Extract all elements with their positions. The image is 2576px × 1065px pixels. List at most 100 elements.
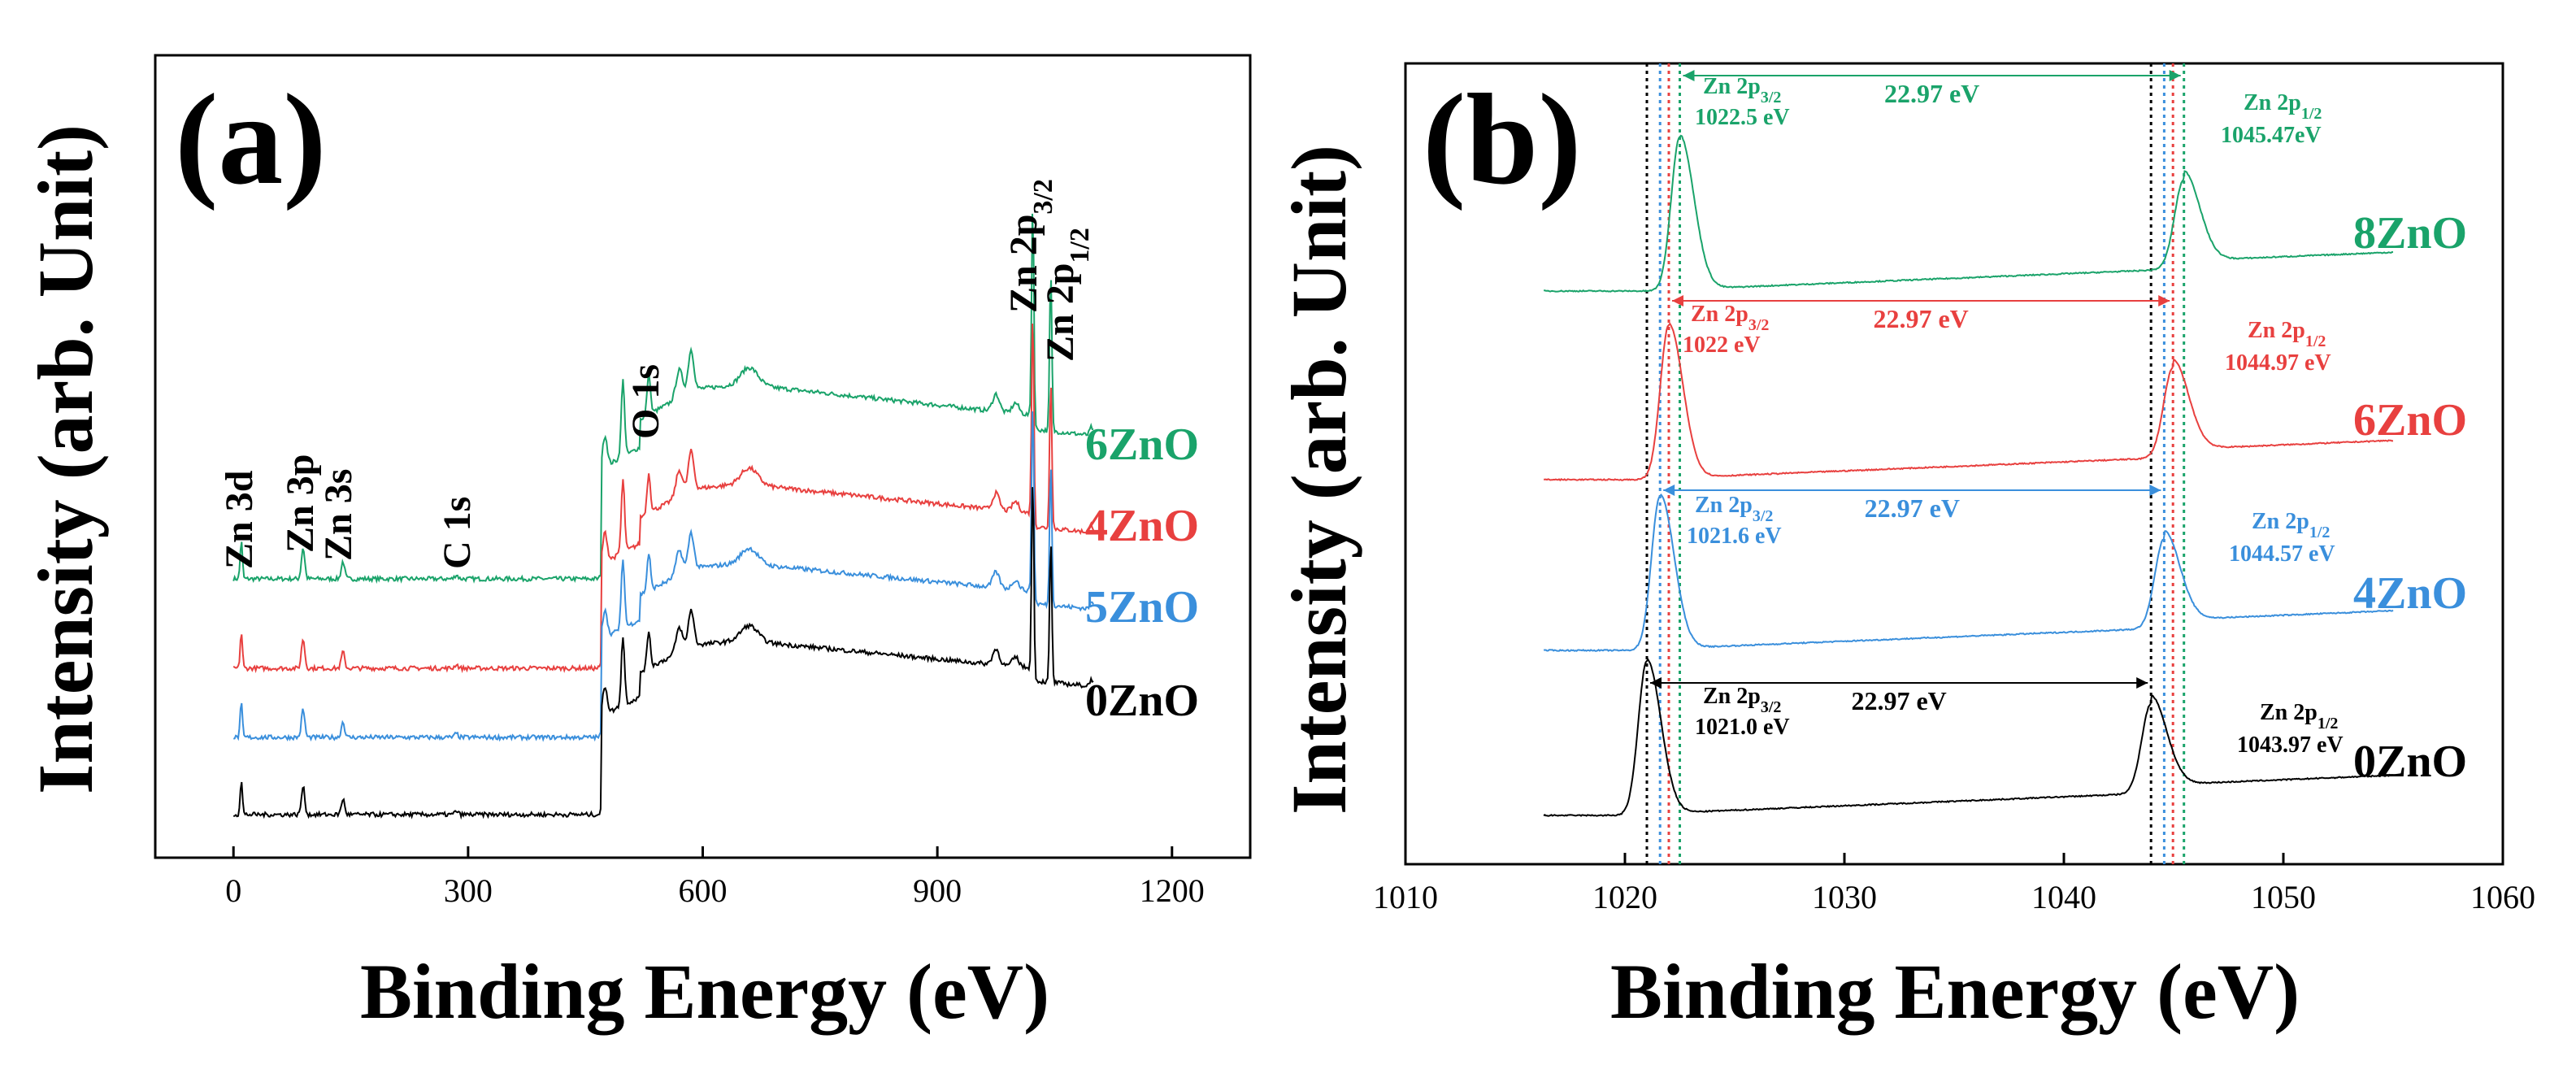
panel-a-peak-label: Zn 3d (218, 470, 261, 569)
panel-b-splitting-label: 22.97 eV (1851, 686, 1946, 715)
panel-a-sample-labels: 6ZnO 4ZnO 5ZnO 0ZnO (1085, 419, 1199, 726)
panel-b-p32-value: 1021.0 eV (1695, 715, 1790, 740)
panel-a-series (232, 213, 1095, 820)
panel-b-p32-name-main: Zn 2p (1695, 493, 1753, 518)
panel-a-peak-label-main: Zn 2p (1039, 263, 1082, 362)
panel-a-peak-label: C 1s (436, 497, 479, 569)
panel-a-sample-label: 0ZnO (1085, 676, 1199, 726)
panel-a-sample-label: 6ZnO (1085, 419, 1199, 470)
panel-a-xtick-label: 0 (225, 872, 241, 909)
panel-b-p32-name: Zn 2p3/2 (1703, 684, 1781, 716)
panel-b-p32-name: Zn 2p3/2 (1703, 74, 1781, 106)
panel-a-xtick-label: 600 (679, 872, 728, 909)
panel-a-series-line-0ZnO (232, 487, 1094, 820)
panel-a-peak-label-main: Zn 3p (279, 454, 322, 553)
panel-b-xtick-label: 1040 (2031, 879, 2096, 915)
panel-a-peak-label-sub: 1/2 (1065, 228, 1095, 263)
panel-b-reference-lines (1645, 63, 2186, 864)
panel-b-xlabel: Binding Energy (eV) (1610, 948, 2300, 1035)
panel-b-p32-name-main: Zn 2p (1691, 302, 1748, 327)
panel-b-p12-value: 1043.97 eV (2237, 732, 2344, 758)
panel-b-xtick-label: 1060 (2470, 879, 2535, 915)
panel-b-ylabel: Intensity (arb. Unit) (1275, 145, 1362, 815)
panel-b-xticks: 1010 1020 1030 1040 1050 1060 (1373, 853, 2535, 915)
panel-b-series-line-0ZnO (1543, 658, 2394, 817)
panel-a-peak-label-main: C 1s (436, 497, 479, 569)
panel-b-p12-name-main: Zn 2p (2248, 318, 2305, 343)
panel-b-p12-name-main: Zn 2p (2244, 90, 2301, 115)
panel-b-p32-name-main: Zn 2p (1703, 74, 1761, 99)
panel-a-sample-label: 5ZnO (1085, 582, 1199, 632)
panel-b-label: (b) (1423, 67, 1582, 211)
panel-b-p32-value: 1022.5 eV (1695, 105, 1790, 130)
panel-b-p12-name: Zn 2p1/2 (2244, 90, 2322, 123)
panel-a: (a) Intensity (arb. Unit) Binding Energy… (22, 67, 1205, 1035)
panel-a-xtick-label: 300 (444, 872, 493, 909)
panel-b-frame (1404, 62, 2504, 866)
panel-a-peak-label-main: Zn 3d (218, 470, 261, 569)
panel-b-p12-value: 1044.57 eV (2229, 541, 2335, 567)
panel-a-series-line-5ZnO (233, 411, 1094, 742)
panel-b-series (1543, 134, 2394, 817)
panel-b-p12-name: Zn 2p1/2 (2248, 318, 2326, 350)
panel-b-p32-name-sub: 3/2 (1748, 316, 1770, 334)
panel-b-sample-label: 6ZnO (2353, 395, 2467, 446)
panel-b-arrow-head-right (2169, 70, 2181, 81)
panel-b-arrow-head-right (2158, 295, 2170, 306)
panel-a-peak-label-sub: 3/2 (1028, 179, 1058, 214)
panel-a-peak-label: Zn 3s (317, 469, 360, 561)
panel-b-p12-name: Zn 2p1/2 (2260, 700, 2338, 732)
panel-b-series-line-6ZnO (1544, 322, 2394, 482)
panel-a-series-line-6ZnO (232, 213, 1094, 585)
panel-b-splitting-label: 22.97 eV (1865, 493, 1960, 523)
panel-b-p12-value: 1045.47eV (2221, 123, 2322, 148)
panel-b-arrow-head-left (1663, 485, 1675, 496)
panel-a-xtick-label: 1200 (1140, 872, 1205, 909)
panel-b-splitting-label: 22.97 eV (1873, 304, 1968, 333)
panel-b-xtick-label: 1010 (1373, 879, 1438, 915)
panel-a-peak-label: Zn 3p (279, 454, 322, 553)
panel-b-p32-name: Zn 2p3/2 (1691, 302, 1769, 334)
panel-a-sample-label: 4ZnO (1085, 501, 1199, 551)
panel-a-xtick-label: 900 (913, 872, 962, 909)
panel-b-p12-name-main: Zn 2p (2260, 700, 2318, 725)
panel-a-label: (a) (175, 67, 327, 211)
panel-b-p12-name-sub: 1/2 (2305, 333, 2326, 350)
panel-b-arrow-head-right (2136, 677, 2148, 689)
panel-b-series-line-8ZnO (1544, 134, 2394, 293)
panel-a-series-line-4ZnO (232, 324, 1095, 674)
panel-b-p12-name-sub: 1/2 (2318, 715, 2339, 732)
panel-a-peak-label: O 1s (624, 364, 667, 439)
panel-a-ylabel: Intensity (arb. Unit) (22, 124, 109, 794)
panel-b-p12-name: Zn 2p1/2 (2252, 509, 2330, 541)
panel-a-peak-label-main: Zn 2p (1002, 215, 1045, 313)
panel-a-peak-label-main: O 1s (624, 364, 667, 439)
panel-b-p32-value: 1022 eV (1683, 333, 1761, 358)
panel-b-splitting-label: 22.97 eV (1884, 79, 1979, 108)
panel-b-p32-name-sub: 3/2 (1761, 698, 1782, 716)
panel-b-p32-name-main: Zn 2p (1703, 684, 1761, 709)
panel-a-peak-label: Zn 2p3/2 (1002, 179, 1058, 313)
panel-b-p12-value: 1044.97 eV (2225, 350, 2331, 376)
panel-b: (b) Intensity (arb. Unit) Binding Energy… (1275, 63, 2535, 1035)
panel-b-arrow-head-left (1683, 70, 1695, 81)
panel-a-xticks: 0 300 600 900 1200 (225, 846, 1205, 909)
panel-b-xtick-label: 1030 (1812, 879, 1877, 915)
panel-b-p32-name: Zn 2p3/2 (1695, 493, 1773, 525)
panel-b-arrow-head-left (1672, 295, 1683, 306)
panel-b-arrow-head-right (2149, 485, 2161, 496)
panel-a-peak-label: Zn 2p1/2 (1039, 228, 1095, 362)
panel-a-peak-label-main: Zn 3s (317, 469, 360, 561)
panel-b-xtick-label: 1050 (2251, 879, 2316, 915)
panel-b-p32-name-sub: 3/2 (1761, 89, 1782, 106)
panel-a-xlabel: Binding Energy (eV) (360, 948, 1049, 1035)
panel-b-arrow-head-left (1650, 677, 1662, 689)
panel-b-sample-label: 4ZnO (2353, 568, 2467, 619)
panel-b-p32-name-sub: 3/2 (1753, 507, 1774, 525)
panel-b-sample-label: 0ZnO (2353, 737, 2467, 787)
panel-b-sample-label: 8ZnO (2353, 208, 2467, 259)
panel-b-p12-name-sub: 1/2 (2301, 105, 2322, 123)
